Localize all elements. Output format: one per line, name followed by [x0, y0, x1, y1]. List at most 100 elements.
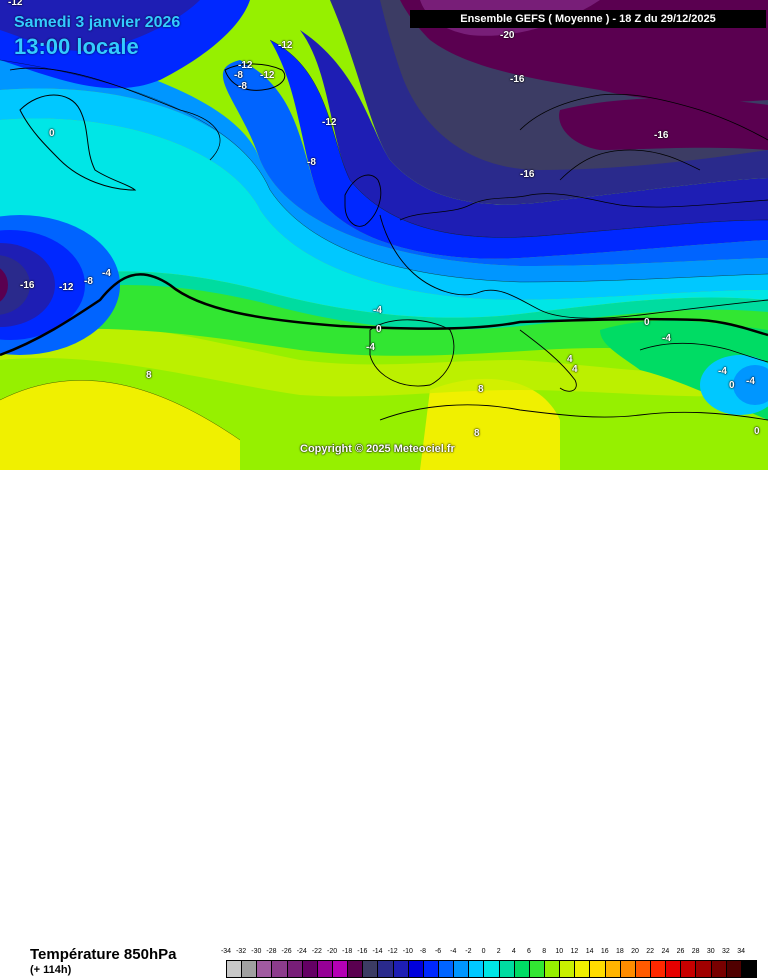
temperature-band — [0, 380, 240, 470]
isotherm-label: -4 — [373, 305, 382, 316]
color-scale-labels: -34 -32 -30 -28 -26 -24 -22 -20 -18 -16 -14 -12 -10-… — [221, 948, 749, 958]
color-swatch — [529, 961, 545, 977]
isotherm-label: -8 — [307, 157, 316, 168]
color-swatch — [348, 961, 364, 977]
isotherm-label: -4 — [718, 366, 727, 377]
forecast-time: 13:00 locale — [14, 34, 139, 59]
temperature-band — [0, 271, 768, 330]
north-africa-coastline — [379, 404, 768, 421]
zero-isotherm — [0, 273, 768, 357]
color-swatch — [287, 961, 303, 977]
temperature-band — [300, 30, 768, 238]
isotherm-label: -16 — [520, 169, 535, 180]
britain-coastline — [344, 174, 382, 227]
europe-coastline — [379, 214, 768, 319]
color-swatch — [408, 961, 424, 977]
forecast-date: Samedi 3 janvier 2026 — [14, 14, 181, 31]
color-swatch — [711, 961, 727, 977]
isotherm-label: -4 — [102, 268, 111, 279]
cold-pool — [733, 365, 768, 405]
color-swatch — [620, 961, 636, 977]
isotherm-label: 0 — [644, 317, 650, 328]
copyright-notice: Copyright © 2025 Meteociel.fr — [300, 443, 455, 455]
color-swatch — [635, 961, 651, 977]
color-swatch — [378, 961, 394, 977]
greenland-coastline — [19, 94, 137, 191]
europe-coastline — [519, 93, 768, 141]
temperature-band — [270, 40, 768, 259]
color-swatch — [575, 961, 591, 977]
color-swatch — [454, 961, 470, 977]
color-swatch — [696, 961, 712, 977]
color-swatch — [514, 961, 530, 977]
color-swatch — [469, 961, 485, 977]
isotherm-contour — [269, 39, 768, 238]
europe-coastline — [559, 149, 701, 181]
isotherm-label: -12 — [260, 70, 275, 81]
color-swatch — [741, 961, 756, 977]
color-swatch — [544, 961, 561, 977]
isotherm-label: 8 — [146, 370, 152, 381]
color-swatch — [302, 961, 318, 977]
temperature-band — [0, 282, 768, 360]
turkey-coastline — [639, 342, 768, 363]
color-swatch — [666, 961, 682, 977]
color-swatch — [726, 961, 742, 977]
europe-coastline — [399, 193, 768, 221]
temperature-band — [0, 323, 768, 397]
color-swatch — [242, 961, 258, 977]
isotherm-label: -8 — [234, 70, 243, 81]
isotherm-label: 0 — [376, 324, 382, 335]
iberia-coastline — [369, 319, 455, 387]
color-scale-bar — [226, 960, 757, 978]
temperature-map: -12 -20 -12 -12 -8 -12 -8 -16 -12 -8 -16… — [0, 0, 768, 470]
temperature-band — [0, 0, 200, 51]
isotherm-label: -12 — [238, 60, 253, 71]
color-swatch — [423, 961, 439, 977]
color-swatch — [393, 961, 409, 977]
color-swatch — [590, 961, 606, 977]
temperature-band — [559, 98, 768, 150]
color-swatch — [560, 961, 576, 977]
temperature-band — [0, 88, 768, 301]
isotherm-label: -4 — [366, 342, 375, 353]
color-swatch — [332, 961, 349, 977]
color-swatch — [484, 961, 500, 977]
color-swatch — [272, 961, 288, 977]
isotherm-label: 0 — [729, 380, 735, 391]
isotherm-contour — [0, 59, 768, 283]
legend-footer: Température 850hPa (+ 114h) -34 -32 -30 -28… — [0, 470, 768, 978]
isotherm-label: -12 — [8, 0, 23, 8]
parameter-title: Température 850hPa — [30, 946, 177, 963]
isotherm-label: -4 — [746, 376, 755, 387]
iceland-coastline — [224, 63, 286, 91]
color-swatch — [317, 961, 333, 977]
color-swatch — [499, 961, 515, 977]
isotherm-label: -8 — [84, 276, 93, 287]
lead-time: (+ 114h) — [30, 964, 72, 976]
temperature-band — [0, 118, 768, 318]
isotherm-label: 8 — [474, 428, 480, 439]
cold-low — [0, 268, 8, 302]
isotherm-label: 4 — [567, 354, 573, 365]
isotherm-label: 0 — [754, 426, 760, 437]
scale-value-label: 34 — [737, 948, 745, 955]
temperature-field — [0, 0, 768, 470]
isotherm-label: -16 — [20, 280, 35, 291]
isotherm-label: -4 — [662, 333, 671, 344]
temperature-band — [420, 378, 560, 470]
isotherm-label: -12 — [322, 117, 337, 128]
model-run-info: Ensemble GEFS ( Moyenne ) - 18 Z du 29/1… — [410, 10, 766, 28]
isotherm-label: -16 — [654, 130, 669, 141]
color-swatch — [257, 961, 273, 977]
isotherm-label: -12 — [59, 282, 74, 293]
italy-coastline — [519, 329, 577, 392]
cold-low — [0, 255, 30, 315]
color-swatch — [363, 961, 379, 977]
temperature-band — [222, 60, 768, 266]
isotherm-label: -16 — [510, 74, 525, 85]
color-swatch — [438, 961, 455, 977]
color-swatch — [650, 961, 667, 977]
color-swatch — [605, 961, 621, 977]
isotherm-label: 0 — [49, 128, 55, 139]
